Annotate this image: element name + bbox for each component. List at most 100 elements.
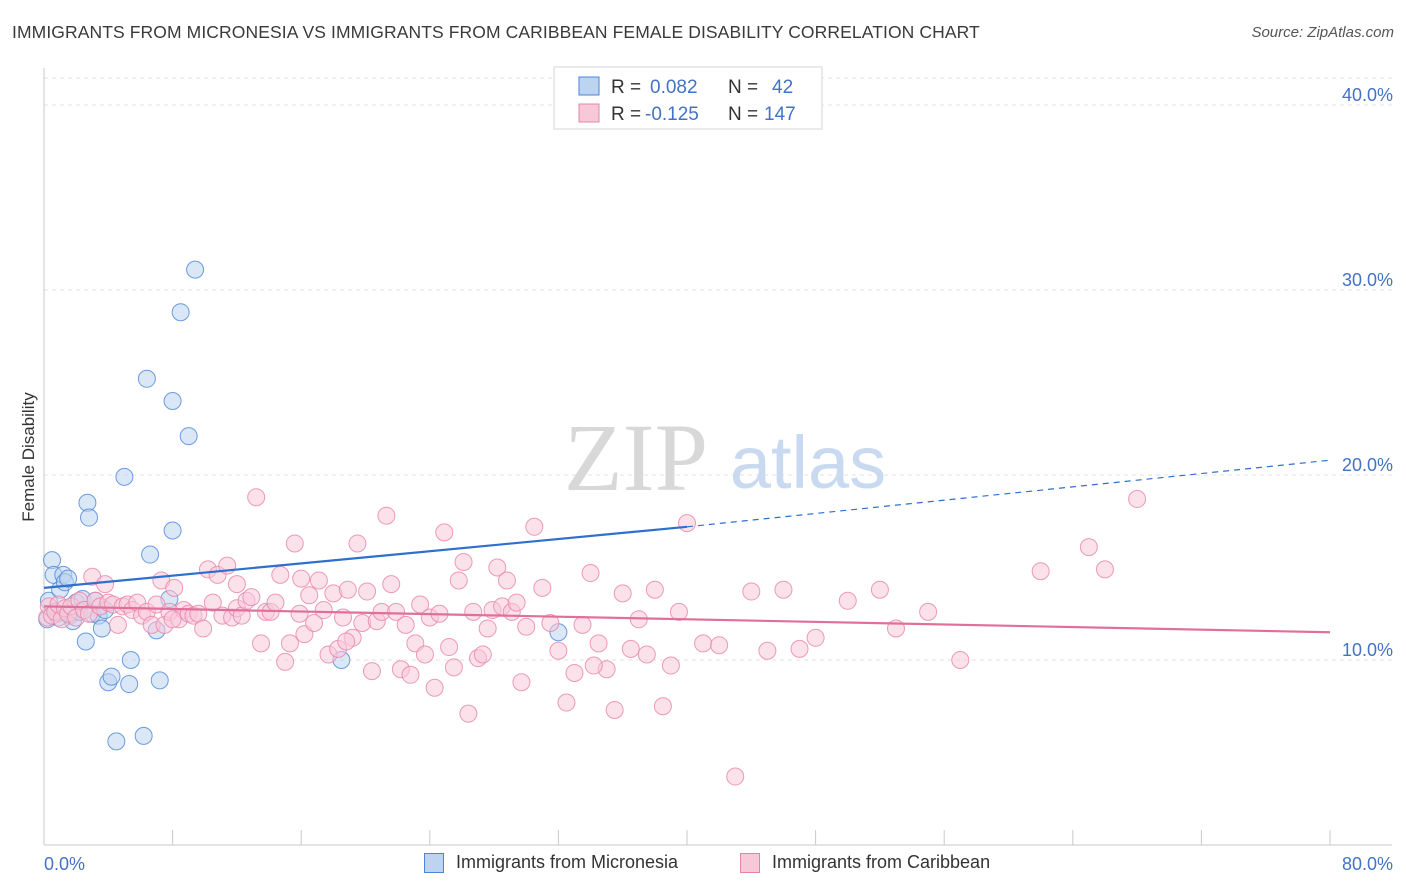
point-caribbean [165, 578, 184, 597]
point-caribbean [337, 632, 356, 651]
trend-lines [43, 459, 1331, 634]
point-caribbean [280, 634, 299, 653]
point-caribbean [300, 586, 319, 605]
point-caribbean [271, 565, 290, 584]
point-caribbean [377, 506, 396, 525]
point-caribbean [290, 604, 309, 623]
watermark-atlas: atlas [730, 421, 886, 504]
legend-swatch-caribbean [578, 103, 600, 123]
point-caribbean [581, 564, 600, 583]
point-caribbean [444, 658, 463, 677]
point-caribbean [285, 534, 304, 553]
legend-swatch-micronesia [578, 76, 600, 96]
point-caribbean [292, 569, 311, 588]
grid-lines [44, 77, 1392, 661]
point-caribbean [533, 578, 552, 597]
point-micronesia [120, 675, 139, 694]
point-caribbean [1128, 490, 1147, 509]
point-caribbean [454, 552, 473, 571]
legend-n-label-2: N = [728, 104, 758, 125]
y-tick-label: 40.0% [1342, 85, 1393, 105]
point-caribbean [605, 700, 624, 719]
point-micronesia [171, 303, 190, 322]
point-caribbean [870, 580, 889, 599]
point-caribbean [512, 673, 531, 692]
point-caribbean [758, 641, 777, 660]
point-caribbean [1095, 560, 1114, 579]
legend-r-value-2: -0.125 [645, 104, 699, 125]
legend-r-label-2: R = [611, 104, 641, 125]
point-micronesia [80, 508, 99, 527]
point-caribbean [449, 571, 468, 590]
point-caribbean [247, 488, 266, 507]
point-caribbean [1031, 562, 1050, 581]
point-caribbean [497, 571, 516, 590]
point-micronesia [102, 667, 121, 686]
legend-bottom: Immigrants from Micronesia Immigrants fr… [0, 852, 1406, 878]
point-caribbean [549, 641, 568, 660]
legend-bottom-swatch-micronesia [424, 852, 444, 873]
x-tick-label-max: 80.0% [1342, 854, 1393, 874]
legend-item-caribbean: Immigrants from Caribbean [740, 852, 990, 873]
point-micronesia [107, 732, 126, 751]
point-caribbean [473, 645, 492, 664]
point-caribbean [669, 602, 688, 621]
y-tick-label: 30.0% [1342, 270, 1393, 290]
point-caribbean [565, 663, 584, 682]
point-caribbean [621, 639, 640, 658]
point-caribbean [309, 571, 328, 590]
point-caribbean [742, 582, 761, 601]
point-caribbean [163, 610, 182, 629]
point-caribbean [557, 693, 576, 712]
chart-title: IMMIGRANTS FROM MICRONESIA VS IMMIGRANTS… [12, 22, 980, 42]
point-micronesia [137, 369, 156, 388]
point-caribbean [227, 575, 246, 594]
point-caribbean [108, 615, 127, 634]
x-tick-label-min: 0.0% [44, 854, 85, 874]
point-micronesia [59, 569, 78, 588]
point-micronesia [163, 521, 182, 540]
point-caribbean [710, 636, 729, 655]
point-caribbean [396, 615, 415, 634]
point-caribbean [478, 619, 497, 638]
point-caribbean [919, 602, 938, 621]
point-caribbean [242, 588, 261, 607]
point-caribbean [678, 514, 696, 533]
point-micronesia [115, 467, 134, 486]
point-caribbean [694, 634, 713, 653]
point-caribbean [358, 582, 377, 601]
point-caribbean [362, 662, 381, 681]
trend-line-micronesia [43, 525, 688, 589]
point-caribbean [348, 534, 367, 553]
point-micronesia [141, 545, 160, 564]
point-caribbean [541, 614, 560, 632]
point-micronesia [76, 632, 95, 651]
point-caribbean [653, 697, 672, 716]
point-caribbean [314, 601, 333, 620]
point-caribbean [203, 593, 222, 612]
point-caribbean [276, 652, 295, 671]
legend-bottom-swatch-caribbean [740, 852, 760, 873]
point-caribbean [517, 617, 536, 636]
point-caribbean [806, 628, 825, 647]
point-caribbean [464, 602, 483, 621]
y-tick-label: 10.0% [1342, 640, 1393, 660]
point-caribbean [401, 665, 420, 684]
point-caribbean [790, 639, 809, 658]
point-micronesia [134, 726, 153, 745]
series-caribbean-points [38, 488, 1147, 786]
point-caribbean [440, 638, 459, 657]
point-caribbean [774, 580, 793, 599]
point-caribbean [525, 517, 544, 536]
point-caribbean [951, 651, 970, 669]
legend-r-label-1: R = [611, 77, 641, 98]
point-micronesia [186, 260, 205, 279]
point-caribbean [415, 645, 434, 664]
point-caribbean [726, 767, 745, 786]
watermark: ZIP atlas [564, 404, 886, 511]
point-caribbean [1079, 538, 1098, 557]
point-micronesia [121, 651, 140, 669]
trend-line-caribbean [43, 605, 1331, 634]
series-micronesia-points [38, 260, 568, 751]
legend-item-micronesia: Immigrants from Micronesia [424, 852, 678, 873]
